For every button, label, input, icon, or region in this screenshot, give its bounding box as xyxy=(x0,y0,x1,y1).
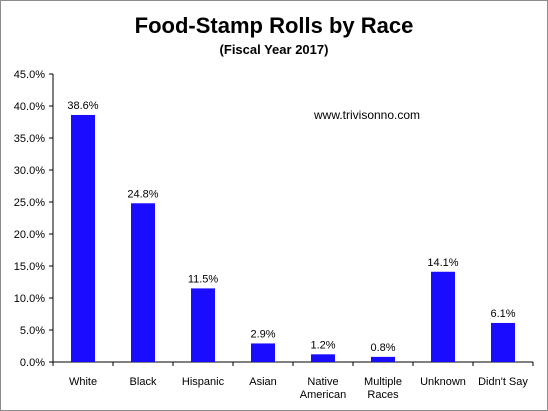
x-tick-label: Races xyxy=(367,389,399,401)
bar xyxy=(371,356,395,362)
x-tick-label: Black xyxy=(130,376,157,388)
data-label: 24.8% xyxy=(127,188,158,200)
data-label: 1.2% xyxy=(310,339,335,351)
y-tick-label: 35.0% xyxy=(14,133,45,145)
data-label: 2.9% xyxy=(250,328,275,340)
source-annotation: www.trivisonno.com xyxy=(313,108,420,122)
y-tick-label: 20.0% xyxy=(14,229,45,241)
bar xyxy=(311,354,335,362)
bar xyxy=(191,288,215,362)
bar xyxy=(491,322,515,362)
chart-subtitle: (Fiscal Year 2017) xyxy=(219,42,329,57)
bar xyxy=(131,203,155,362)
bar xyxy=(71,114,95,363)
y-tick-label: 45.0% xyxy=(14,69,45,81)
y-tick-label: 5.0% xyxy=(20,325,45,337)
x-tick-label: Native xyxy=(307,376,338,388)
x-tick-label: Hispanic xyxy=(182,376,225,388)
chart-title: Food-Stamp Rolls by Race xyxy=(134,13,414,38)
bar xyxy=(431,271,455,362)
x-tick-label: Multiple xyxy=(364,376,402,388)
x-tick-label: Asian xyxy=(249,376,277,388)
x-tick-label: White xyxy=(69,376,97,388)
data-label: 11.5% xyxy=(188,273,219,285)
bar xyxy=(251,343,275,362)
y-tick-label: 40.0% xyxy=(14,101,45,113)
x-tick-label: Unknown xyxy=(420,376,466,388)
data-label: 38.6% xyxy=(67,100,98,112)
data-label: 6.1% xyxy=(490,308,515,320)
y-tick-label: 0.0% xyxy=(20,357,45,369)
y-tick-label: 25.0% xyxy=(14,197,45,209)
y-tick-label: 10.0% xyxy=(14,293,45,305)
x-tick-label: Didn't Say xyxy=(478,376,528,388)
x-tick-label: American xyxy=(300,389,346,401)
y-tick-label: 30.0% xyxy=(14,165,45,177)
y-tick-label: 15.0% xyxy=(14,261,45,273)
data-label: 0.8% xyxy=(370,342,395,354)
data-label: 14.1% xyxy=(427,257,458,269)
